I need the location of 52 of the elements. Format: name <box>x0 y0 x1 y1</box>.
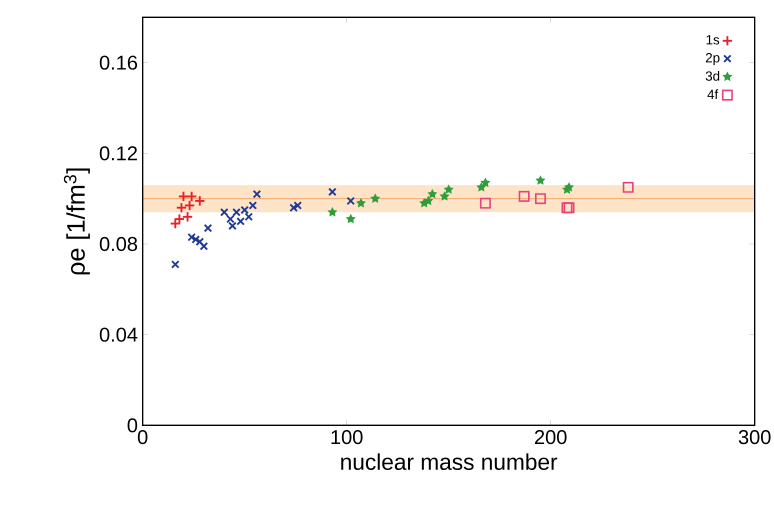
point <box>252 190 262 198</box>
point <box>244 212 253 222</box>
point <box>248 201 258 210</box>
point <box>226 214 235 224</box>
point <box>370 194 380 203</box>
point <box>293 201 302 210</box>
point <box>289 204 298 212</box>
legend-label: 1s <box>706 35 720 44</box>
point <box>424 196 433 205</box>
point <box>176 202 188 214</box>
x-tick-label: 0 <box>138 430 148 444</box>
x-tick-label: 300 <box>738 430 771 444</box>
point <box>518 190 530 202</box>
point <box>170 218 181 230</box>
point <box>204 224 212 232</box>
x-tick-label: 100 <box>332 430 363 444</box>
legend-label: 2p <box>706 53 720 66</box>
point <box>476 182 486 192</box>
point <box>536 176 546 185</box>
y-tick-label: 0.16 <box>100 56 138 70</box>
point <box>174 213 185 225</box>
legend-label: 3d <box>706 70 720 81</box>
point <box>328 207 338 216</box>
point <box>444 184 454 194</box>
point <box>440 191 450 200</box>
point <box>480 198 491 209</box>
point <box>564 182 574 192</box>
point <box>428 189 438 198</box>
point <box>220 208 229 216</box>
point <box>346 196 355 206</box>
point <box>228 222 237 230</box>
x-axis-title: nuclear mass number <box>341 453 558 470</box>
point <box>182 211 194 222</box>
y-tick-label: 0.08 <box>100 236 138 252</box>
point <box>328 188 337 196</box>
point <box>356 198 366 208</box>
point <box>480 178 490 187</box>
point <box>178 190 190 202</box>
legend-label: 4f <box>707 89 718 99</box>
x-tick-label: 200 <box>534 430 567 444</box>
point <box>171 260 180 269</box>
point <box>346 214 356 224</box>
point <box>535 193 546 204</box>
point <box>622 182 634 193</box>
point <box>184 200 196 212</box>
y-tick-label: 0.04 <box>100 328 138 342</box>
y-axis-title: ρe [1/fm$^{3}$] <box>64 168 90 274</box>
point <box>200 242 208 250</box>
y-tick-label: 0 <box>128 418 138 432</box>
point <box>187 232 196 242</box>
y-tick-label: 0.12 <box>100 146 137 160</box>
point <box>236 217 245 226</box>
